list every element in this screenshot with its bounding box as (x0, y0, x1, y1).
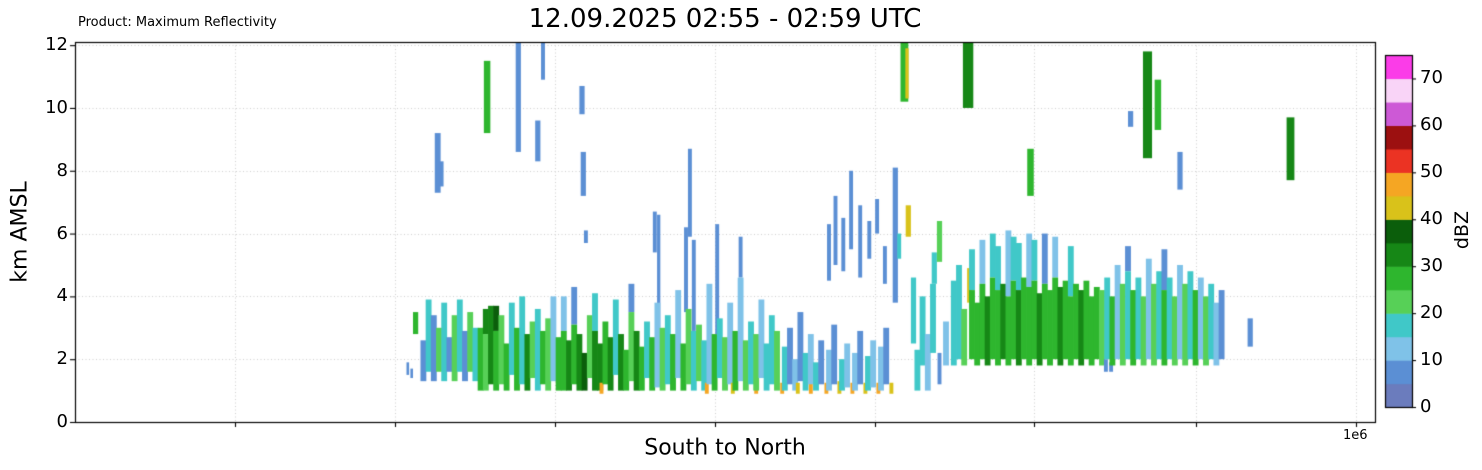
chart-title: 12.09.2025 02:55 - 02:59 UTC (528, 4, 922, 34)
y-tick-label: 4 (56, 285, 68, 307)
colorbar-tick-label: 10 (1420, 349, 1443, 371)
y-tick-label: 12 (45, 34, 68, 56)
y-tick-label: 6 (56, 222, 68, 244)
colorbar-tick-label: 0 (1420, 396, 1432, 417)
colorbar-tick-label: 20 (1420, 302, 1443, 324)
product-label: Product: Maximum Reflectivity (78, 15, 277, 30)
y-tick-label: 10 (45, 96, 68, 118)
colorbar-tick-label: 30 (1420, 255, 1443, 277)
colorbar-tick-label: 60 (1420, 114, 1443, 136)
colorbar-tick-label: 70 (1420, 67, 1443, 89)
colorbar-tick-label: 50 (1420, 161, 1443, 183)
colorbar-tick-label: 40 (1420, 208, 1443, 230)
y-tick-label: 8 (56, 159, 68, 181)
x-offset-label: 1e6 (1343, 428, 1368, 443)
y-tick-label: 0 (56, 411, 68, 432)
colorbar-label: dBZ (1451, 210, 1473, 250)
x-axis-label: South to North (644, 435, 806, 461)
y-tick-label: 2 (56, 348, 68, 370)
